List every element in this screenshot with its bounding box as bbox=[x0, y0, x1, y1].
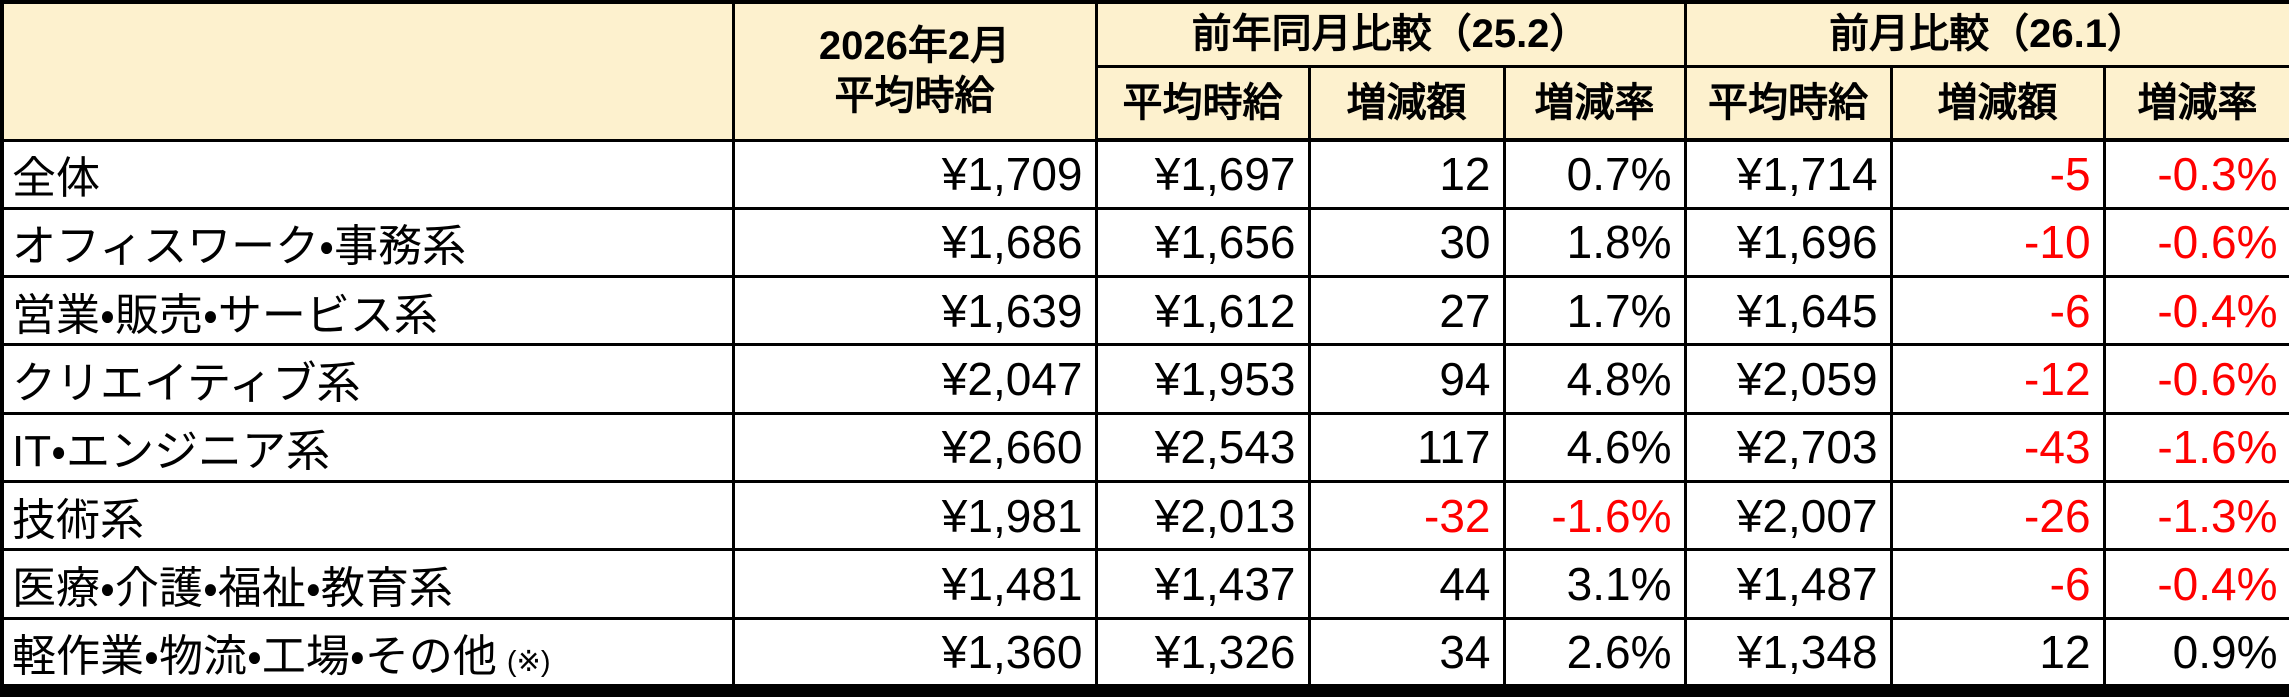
cell-yoy-rate: 3.1% bbox=[1502, 548, 1687, 620]
subheader-mom-wage: 平均時給 bbox=[1683, 64, 1893, 142]
header-yoy-group: 前年同月比較（25.2） bbox=[1094, 0, 1687, 68]
cell-mom-diff: -5 bbox=[1889, 138, 2106, 210]
row-label-text: 軽作業・物流・工場・その他 bbox=[12, 631, 497, 681]
cell-yoy-rate: 4.8% bbox=[1502, 343, 1687, 415]
table-row: 営業・販売・サービス系 ¥1,639 ¥1,612 27 1.7% ¥1,645… bbox=[0, 275, 2289, 347]
cell-mom-diff: -26 bbox=[1889, 479, 2106, 552]
cell-mom-rate: -0.3% bbox=[2102, 138, 2289, 210]
table-header: 2026年2月 平均時給 前年同月比較（25.2） 前月比較（26.1） 平均時… bbox=[0, 0, 2289, 142]
header-sub-row: 平均時給 増減額 増減率 平均時給 増減額 増減率 bbox=[2, 64, 2289, 142]
cell-yoy-rate: 1.8% bbox=[1502, 206, 1687, 279]
subheader-yoy-diff: 増減額 bbox=[1307, 64, 1506, 142]
cell-current-wage: ¥1,360 bbox=[731, 616, 1098, 698]
cell-mom-wage: ¥1,487 bbox=[1683, 548, 1893, 620]
row-label: クリエイティブ系 bbox=[0, 343, 735, 415]
cell-mom-wage: ¥1,348 bbox=[1683, 616, 1893, 698]
cell-mom-wage: ¥2,703 bbox=[1683, 411, 1893, 483]
row-label: 医療・介護・福祉・教育系 bbox=[0, 548, 735, 620]
cell-yoy-rate: 2.6% bbox=[1502, 616, 1687, 698]
cell-yoy-rate: 4.6% bbox=[1502, 411, 1687, 483]
table-row: 技術系 ¥1,981 ¥2,013 -32 -1.6% ¥2,007 -26 -… bbox=[0, 479, 2289, 552]
row-label-text: 医療・介護・福祉・教育系 bbox=[12, 563, 453, 613]
row-label-text: IT・エンジニア系 bbox=[12, 427, 331, 477]
cell-mom-wage: ¥1,645 bbox=[1683, 275, 1893, 347]
cell-yoy-rate: -1.6% bbox=[1502, 479, 1687, 552]
cell-yoy-wage: ¥1,697 bbox=[1094, 138, 1311, 210]
cell-mom-diff: -6 bbox=[1889, 548, 2106, 620]
cell-yoy-wage: ¥1,656 bbox=[1094, 206, 1311, 279]
cell-mom-wage: ¥1,714 bbox=[1683, 138, 1893, 210]
row-label: 営業・販売・サービス系 bbox=[0, 275, 735, 347]
table-row: 医療・介護・福祉・教育系 ¥1,481 ¥1,437 44 3.1% ¥1,48… bbox=[0, 548, 2289, 620]
subheader-mom-diff: 増減額 bbox=[1889, 64, 2106, 142]
cell-current-wage: ¥1,981 bbox=[731, 479, 1098, 552]
row-label: オフィスワーク・事務系 bbox=[0, 206, 735, 279]
cell-yoy-diff: -32 bbox=[1307, 479, 1506, 552]
cell-yoy-rate: 1.7% bbox=[1502, 275, 1687, 347]
row-label: IT・エンジニア系 bbox=[0, 411, 735, 483]
cell-mom-rate: -0.4% bbox=[2102, 548, 2289, 620]
row-label: 全体 bbox=[0, 138, 735, 210]
cell-mom-rate: -1.3% bbox=[2102, 479, 2289, 552]
table-row: クリエイティブ系 ¥2,047 ¥1,953 94 4.8% ¥2,059 -1… bbox=[0, 343, 2289, 415]
cell-current-wage: ¥2,047 bbox=[731, 343, 1098, 415]
cell-mom-diff: -43 bbox=[1889, 411, 2106, 483]
cell-mom-diff: -6 bbox=[1889, 275, 2106, 347]
cell-yoy-diff: 12 bbox=[1307, 138, 1506, 210]
header-current-month-line1: 2026年2月 bbox=[818, 24, 1011, 69]
cell-yoy-diff: 30 bbox=[1307, 206, 1506, 279]
cell-yoy-wage: ¥1,612 bbox=[1094, 275, 1311, 347]
row-label-text: 営業・販売・サービス系 bbox=[12, 290, 438, 340]
cell-current-wage: ¥1,709 bbox=[731, 138, 1098, 210]
cell-yoy-diff: 44 bbox=[1307, 548, 1506, 620]
subheader-mom-rate: 増減率 bbox=[2102, 64, 2289, 142]
header-group-row: 2026年2月 平均時給 前年同月比較（25.2） 前月比較（26.1） bbox=[0, 0, 2289, 142]
header-current-month: 2026年2月 平均時給 bbox=[731, 0, 1098, 142]
cell-yoy-diff: 117 bbox=[1307, 411, 1506, 483]
subheader-yoy-rate: 増減率 bbox=[1502, 64, 1687, 142]
cell-mom-diff: -12 bbox=[1889, 343, 2106, 415]
table-row: 全体 ¥1,709 ¥1,697 12 0.7% ¥1,714 -5 -0.3% bbox=[0, 138, 2289, 210]
cell-yoy-diff: 94 bbox=[1307, 343, 1506, 415]
row-label-text: 技術系 bbox=[12, 495, 144, 545]
cell-yoy-diff: 34 bbox=[1307, 616, 1506, 698]
row-label: 軽作業・物流・工場・その他 (※) bbox=[0, 616, 735, 698]
cell-mom-rate: -1.6% bbox=[2102, 411, 2289, 483]
header-mom-group: 前月比較（26.1） bbox=[1683, 0, 2289, 68]
cell-mom-rate: -0.6% bbox=[2102, 206, 2289, 279]
cell-yoy-wage: ¥1,437 bbox=[1094, 548, 1311, 620]
table-body: 全体 ¥1,709 ¥1,697 12 0.7% ¥1,714 -5 -0.3%… bbox=[0, 138, 2289, 698]
cell-mom-rate: -0.6% bbox=[2102, 343, 2289, 415]
cell-yoy-wage: ¥1,326 bbox=[1094, 616, 1311, 698]
cell-yoy-wage: ¥2,013 bbox=[1094, 479, 1311, 552]
row-label-note: (※) bbox=[506, 645, 551, 678]
cell-mom-diff: 12 bbox=[1889, 616, 2106, 698]
cell-mom-wage: ¥2,059 bbox=[1683, 343, 1893, 415]
cell-yoy-diff: 27 bbox=[1307, 275, 1506, 347]
cell-current-wage: ¥2,660 bbox=[731, 411, 1098, 483]
subheader-yoy-wage: 平均時給 bbox=[1094, 64, 1311, 142]
cell-current-wage: ¥1,481 bbox=[731, 548, 1098, 620]
header-current-month-line2: 平均時給 bbox=[834, 74, 995, 119]
row-label-text: クリエイティブ系 bbox=[12, 359, 361, 409]
row-label: 技術系 bbox=[0, 479, 735, 552]
cell-mom-wage: ¥1,696 bbox=[1683, 206, 1893, 279]
cell-mom-rate: 0.9% bbox=[2102, 616, 2289, 698]
table-row: IT・エンジニア系 ¥2,660 ¥2,543 117 4.6% ¥2,703 … bbox=[0, 411, 2289, 483]
cell-yoy-wage: ¥1,953 bbox=[1094, 343, 1311, 415]
cell-mom-wage: ¥2,007 bbox=[1683, 479, 1893, 552]
row-label-text: 全体 bbox=[12, 154, 100, 204]
cell-mom-rate: -0.4% bbox=[2102, 275, 2289, 347]
cell-current-wage: ¥1,686 bbox=[731, 206, 1098, 279]
corner-cell bbox=[0, 0, 735, 142]
cell-mom-diff: -10 bbox=[1889, 206, 2106, 279]
table-row: 軽作業・物流・工場・その他 (※) ¥1,360 ¥1,326 34 2.6% ¥… bbox=[0, 616, 2289, 698]
cell-current-wage: ¥1,639 bbox=[731, 275, 1098, 347]
cell-yoy-rate: 0.7% bbox=[1502, 138, 1687, 210]
table-row: オフィスワーク・事務系 ¥1,686 ¥1,656 30 1.8% ¥1,696… bbox=[0, 206, 2289, 279]
row-label-text: オフィスワーク・事務系 bbox=[12, 222, 467, 272]
cell-yoy-wage: ¥2,543 bbox=[1094, 411, 1311, 483]
